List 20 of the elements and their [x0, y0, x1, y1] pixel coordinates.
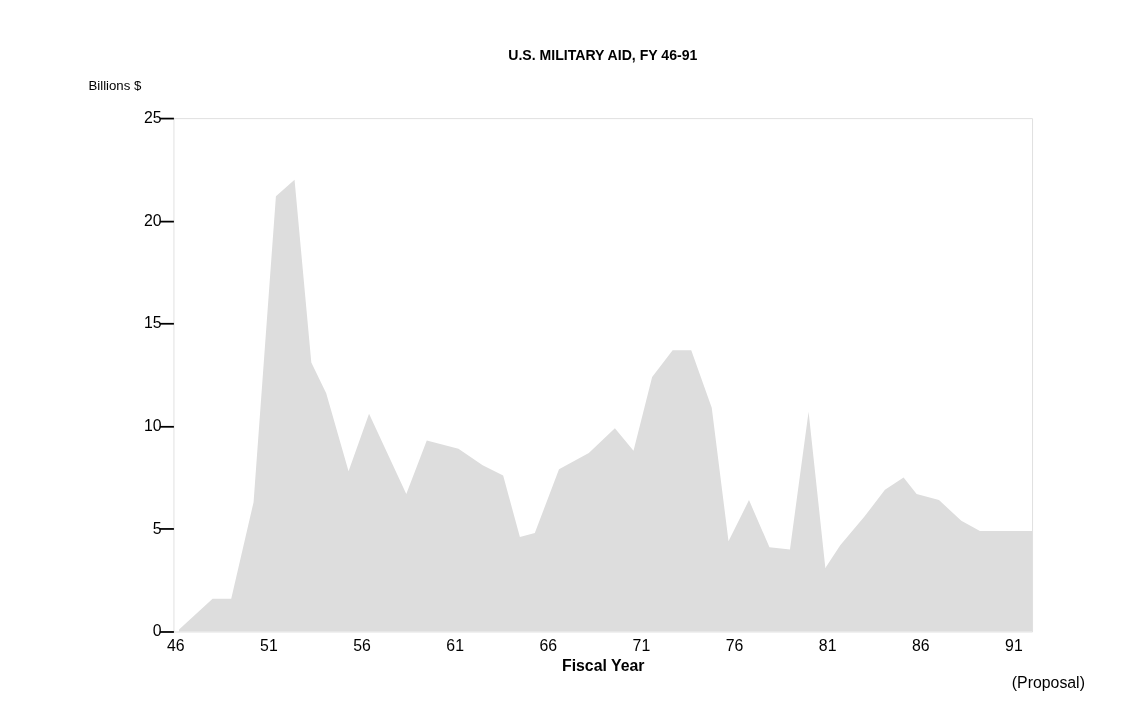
y-tick-label: 5 [152, 519, 162, 537]
x-tick-label: 56 [353, 637, 372, 655]
x-axis-title: Fiscal Year [561, 656, 645, 674]
x-tick-label: 86 [911, 637, 930, 655]
x-tick-label: 76 [725, 637, 744, 655]
chart-title: U.S. MILITARY AID, FY 46-91 [508, 47, 698, 64]
x-tick-label: 91 [1005, 637, 1023, 655]
x-tick-label: 46 [166, 637, 185, 655]
y-tick-label: 15 [143, 314, 162, 332]
y-tick-label: 25 [143, 108, 162, 126]
x-tick-label: 71 [632, 637, 651, 655]
y-tick-label: 10 [143, 417, 162, 435]
y-axis-title: Billions $ [88, 77, 142, 93]
y-tick-label: 20 [143, 211, 162, 229]
x-tick-label: 51 [260, 637, 278, 655]
text: (Proposal) [1011, 673, 1085, 691]
x-tick-label: 66 [539, 637, 558, 655]
x-tick-label: 61 [446, 637, 465, 655]
y-tick-label: 0 [152, 622, 162, 640]
x-tick-label: 81 [818, 637, 837, 655]
